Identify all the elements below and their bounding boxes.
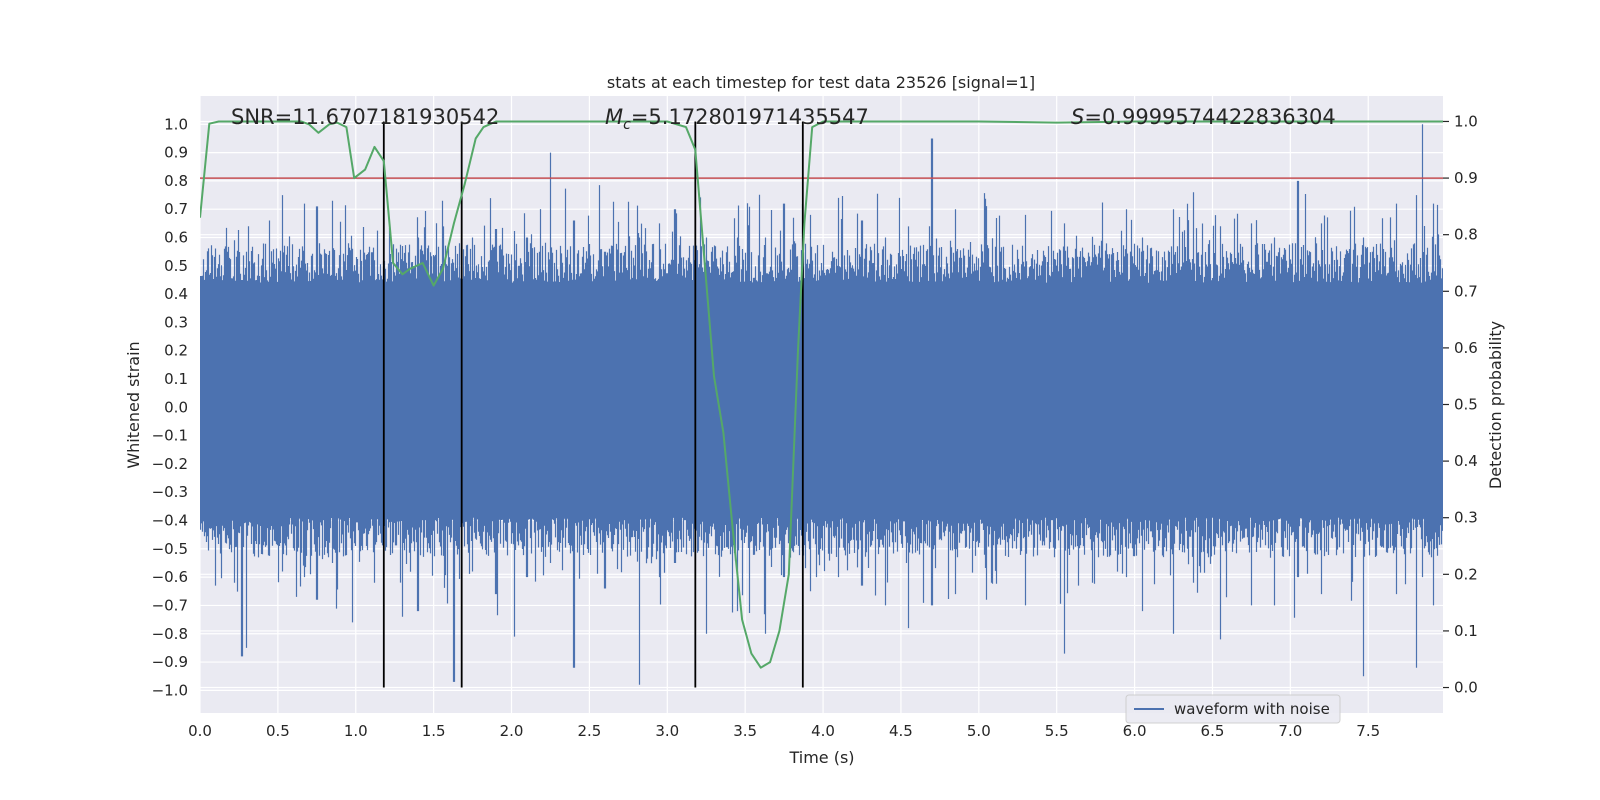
x-tick-label: 5.5 [1045,722,1069,740]
y-tick-label: 0.0 [164,398,188,416]
x-tick-label: 4.0 [811,722,835,740]
x-tick-label: 1.0 [344,722,368,740]
y-tick-label: 0.1 [164,370,188,388]
y-tick-label: 0.8 [164,172,188,190]
y-tick-label: −0.1 [152,427,188,445]
x-tick-label: 6.5 [1201,722,1225,740]
y-tick-label: 0.2 [164,342,188,360]
x-tick-label: 3.0 [655,722,679,740]
s-value: =0.9999574422836304 [1084,105,1335,129]
y-axis-ticks: −1.0 −0.9 −0.8 −0.7 −0.6 −0.5 −0.4 −0.3 −0.2 −0.1… [152,115,188,699]
y2-tick-label: 0.6 [1454,339,1478,357]
x-axis-ticks: 0.0 0.5 1.0 1.5 2.0 2.5 3.0 3.5 4.0 4.5 5.0 5.5 6.0 6… [188,722,1380,740]
y-tick-label: 0.6 [164,229,188,247]
mc-annotation: Mc=5.172801971435547 [605,105,869,133]
y-tick-label: −0.9 [152,653,188,671]
y2-tick-label: 0.4 [1454,452,1478,470]
y-tick-label: −0.5 [152,540,188,558]
chart-title: stats at each timestep for test data 235… [607,73,1035,92]
plot-area [200,120,1443,688]
probability-line [200,120,1443,669]
x-axis-label: Time (s) [788,748,854,767]
mc-subscript: c [623,117,631,133]
y2-tick-label: 0.1 [1454,622,1478,640]
y-tick-label: 0.4 [164,285,188,303]
mc-symbol: M [605,105,623,129]
y-tick-label: −1.0 [152,681,188,699]
y-axis-label: Whitened strain [124,341,143,468]
legend-box [1125,694,1341,724]
y-tick-label: 1.0 [164,115,188,133]
y2-tick-label: 0.5 [1454,396,1478,414]
y2-tick-label: 0.7 [1454,282,1478,300]
y2-axis-label: Detection probability [1486,321,1505,489]
y-tick-label: −0.8 [152,625,188,643]
y2-tick-label: 0.9 [1454,169,1478,187]
legend-label: waveform with noise [1174,700,1330,718]
vertical-lines [382,121,804,688]
snr-annotation: SNR=11.6707181930542 [231,105,499,129]
probability-series [200,120,1443,669]
s-annotation: S=0.9999574422836304 [1071,105,1336,129]
y2-axis-ticks: 0.0 0.1 0.2 0.3 0.4 0.5 0.6 0.7 0.8 0.9 1.0 [1443,112,1478,697]
x-tick-label: 7.0 [1278,722,1302,740]
y2-tick-label: 0.0 [1454,679,1478,697]
y-tick-label: −0.3 [152,483,188,501]
y2-tick-label: 0.2 [1454,565,1478,583]
x-tick-label: 1.5 [422,722,446,740]
y-tick-label: −0.2 [152,455,188,473]
y-tick-label: −0.6 [152,568,188,586]
y-tick-label: −0.4 [152,512,188,530]
mc-value: =5.172801971435547 [631,105,869,129]
waveform-series [200,124,1443,685]
x-tick-label: 4.5 [889,722,913,740]
legend: waveform with noise [1125,694,1341,724]
y2-tick-label: 1.0 [1454,112,1478,130]
y-tick-label: −0.7 [152,596,188,614]
y2-tick-label: 0.8 [1454,226,1478,244]
x-tick-label: 0.0 [188,722,212,740]
y2-tick-label: 0.3 [1454,509,1478,527]
y-tick-label: 0.3 [164,313,188,331]
s-symbol: S [1071,105,1084,129]
y-tick-label: 0.7 [164,200,188,218]
x-tick-label: 3.5 [733,722,757,740]
x-tick-label: 7.5 [1356,722,1380,740]
y-tick-label: 0.9 [164,144,188,162]
x-tick-label: 6.0 [1123,722,1147,740]
x-tick-label: 2.0 [500,722,524,740]
x-tick-label: 5.0 [967,722,991,740]
x-tick-label: 2.5 [577,722,601,740]
x-tick-label: 0.5 [266,722,290,740]
y-tick-label: 0.5 [164,257,188,275]
waveform-line [200,124,1443,685]
